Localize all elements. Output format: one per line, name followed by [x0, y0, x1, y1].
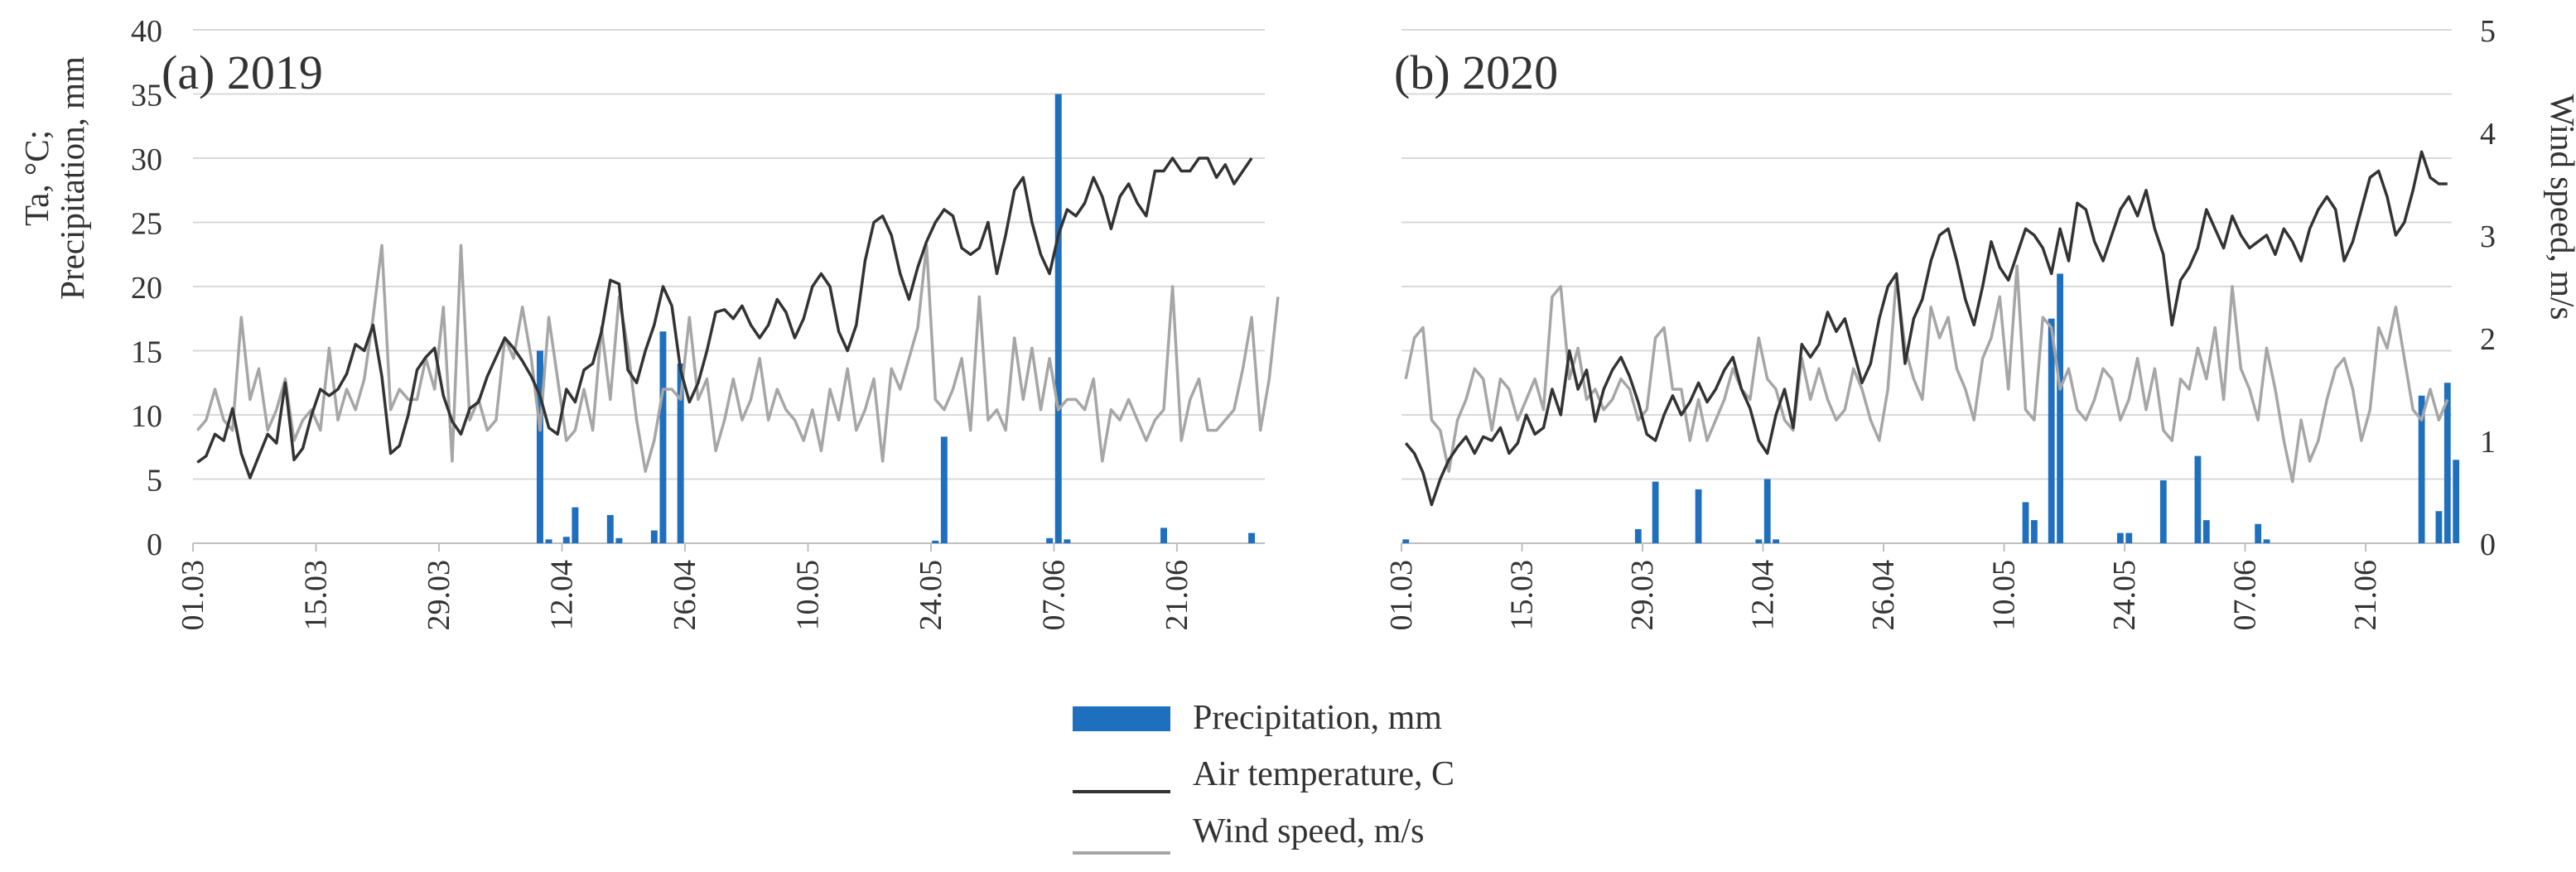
right-axis: 0 1 2 3 4 5 Wind speed, m/s: [2480, 14, 2576, 562]
precipitation-bar: [536, 350, 543, 543]
left-axis-tick-label: 30: [131, 142, 162, 177]
precipitation-bar: [659, 331, 667, 543]
legend: Precipitation, mm Air temperature, C Win…: [1073, 699, 1454, 855]
x-tick-label: 10.05: [791, 560, 826, 631]
x-tick-label: 12.04: [545, 560, 580, 631]
precipitation-bar: [1695, 489, 1702, 543]
precipitation-bar: [545, 539, 552, 543]
left-axis: 0 5 10 15 20 25 30 35 40 Ta, °C; Precipitation, …: [17, 14, 162, 562]
precipitation-bar: [2057, 273, 2063, 543]
precipitation-bar: [2125, 532, 2133, 543]
precipitation-bar: [1046, 537, 1054, 543]
x-tick-label: 24.05: [914, 560, 948, 631]
legend-precipitation-swatch: [1073, 706, 1170, 731]
precipitation-bar: [2435, 511, 2443, 543]
panel-2019: 01.03 15.03 29.03 12.04 26.04 10.05 24.05 07.06…: [162, 29, 1280, 631]
left-axis-tick-label: 25: [131, 207, 162, 242]
x-tick-label: 21.06: [1160, 560, 1194, 631]
precipitation-bar: [2194, 455, 2202, 543]
precipitation-bar: [2159, 480, 2167, 543]
right-axis-tick-label: 4: [2480, 117, 2496, 152]
precipitation-bar: [2116, 532, 2124, 543]
left-axis-tick-label: 0: [147, 528, 162, 562]
left-axis-tick-label: 10: [131, 399, 162, 434]
precipitation-bar: [1064, 539, 1071, 543]
right-axis-tick-label: 1: [2480, 425, 2496, 460]
precipitation-bar: [940, 436, 948, 543]
precipitation-bar: [2418, 395, 2425, 543]
right-axis-tick-label: 5: [2480, 14, 2496, 49]
x-tick-label: 26.04: [668, 560, 702, 631]
precipitation-bar: [932, 540, 939, 543]
precipitation-bar: [1054, 94, 1062, 543]
precipitation-bar: [2453, 460, 2460, 543]
wind-speed-line: [195, 243, 1280, 473]
x-tick-label: 07.06: [2228, 560, 2263, 631]
x-tick-label: 21.06: [2348, 560, 2383, 631]
precipitation-bar: [1402, 539, 1410, 543]
precipitation-bar: [2263, 539, 2270, 543]
legend-precipitation-label: Precipitation, mm: [1193, 699, 1442, 737]
precipitation-bar: [1763, 479, 1771, 543]
x-tick-label: 29.03: [1625, 560, 1660, 631]
x-tick-label: 26.04: [1866, 560, 1901, 631]
x-tick-label: 29.03: [422, 560, 456, 631]
precipitation-bar: [572, 507, 579, 543]
precipitation-bar: [1634, 528, 1642, 543]
x-tick-label: 07.06: [1036, 560, 1071, 631]
precipitation-bar: [650, 530, 658, 543]
precipitation-bar: [2022, 502, 2029, 543]
precipitation-bar: [677, 364, 684, 543]
precipitation-bar: [615, 537, 623, 543]
left-axis-title-line2: Precipitation, mm: [53, 56, 91, 300]
x-tick-label: 01.03: [1384, 560, 1419, 631]
precipitation-bar: [2202, 520, 2210, 543]
air-temperature-line: [196, 157, 1253, 479]
precipitation-bar: [2443, 383, 2451, 543]
legend-wind-speed-label: Wind speed, m/s: [1193, 812, 1424, 850]
left-axis-tick-label: 20: [131, 271, 162, 306]
x-tick-label: 15.03: [299, 560, 334, 631]
precipitation-bar: [2048, 318, 2055, 543]
precipitation-bar: [1755, 539, 1763, 543]
precipitation-bar: [1652, 481, 1659, 543]
wind-speed-line: [1404, 264, 2449, 484]
left-axis-tick-label: 40: [131, 14, 162, 49]
x-tick-label: 24.05: [2107, 560, 2142, 631]
left-axis-tick-label: 35: [131, 79, 162, 113]
right-axis-tick-label: 3: [2480, 219, 2496, 254]
right-axis-tick-label: 2: [2480, 322, 2496, 357]
x-tick-label: 15.03: [1505, 560, 1540, 631]
left-axis-tick-label: 5: [147, 464, 162, 499]
left-axis-title-line1: Ta, °C;: [17, 130, 55, 226]
precipitation-bar: [1160, 528, 1168, 543]
air-temperature-line: [1404, 150, 2448, 507]
precipitation-bar: [2255, 523, 2262, 543]
right-axis-tick-label: 0: [2480, 528, 2496, 562]
precipitation-bar: [2031, 520, 2038, 543]
legend-air-temperature-label: Air temperature, C: [1193, 755, 1454, 793]
x-tick-label: 12.04: [1746, 560, 1781, 631]
panel-title-2019: (a) 2019: [162, 46, 323, 99]
precipitation-bar: [562, 537, 570, 543]
right-axis-title: Wind speed, m/s: [2544, 94, 2576, 320]
panel-2020: 01.03 15.03 29.03 12.04 26.04 10.05 24.05 07.06…: [1384, 29, 2460, 631]
precipitation-bar: [606, 514, 614, 543]
x-tick-label: 01.03: [176, 560, 210, 631]
left-axis-tick-label: 15: [131, 335, 162, 370]
x-tick-label: 10.05: [1987, 560, 2022, 631]
precipitation-bar: [1773, 539, 1780, 543]
precipitation-bar: [1248, 532, 1256, 543]
panel-title-2020: (b) 2020: [1394, 46, 1558, 99]
